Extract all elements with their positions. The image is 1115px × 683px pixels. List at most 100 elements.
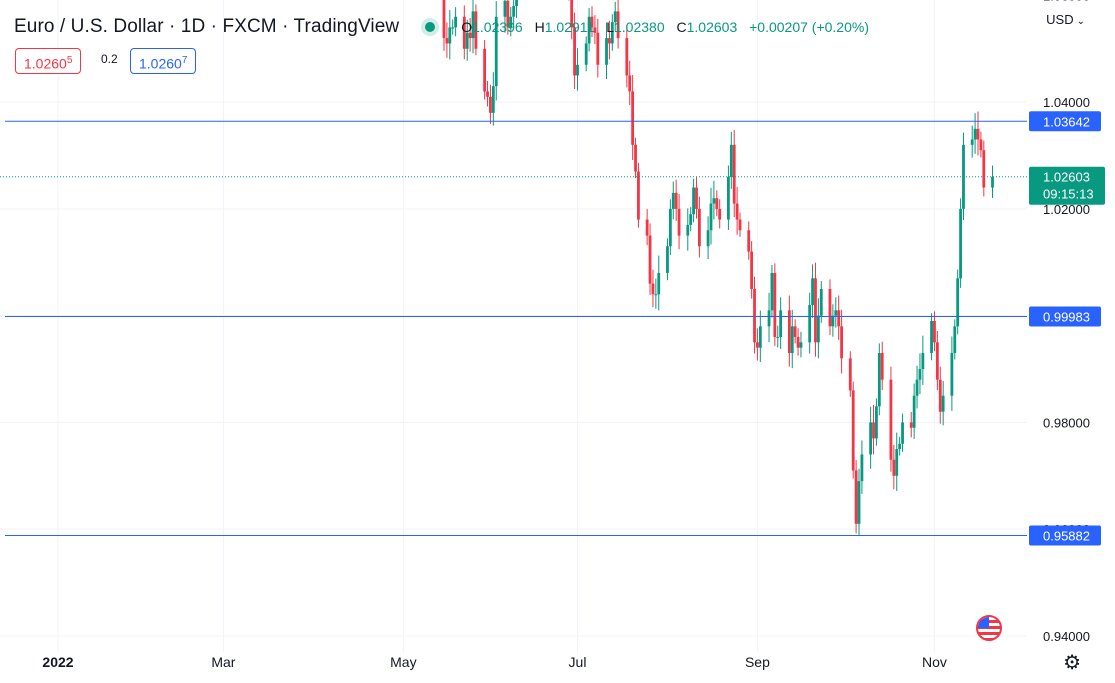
candle-body [631, 91, 635, 145]
candle-body [787, 310, 791, 354]
buy-button[interactable]: 1.02607 [130, 48, 197, 74]
candle-body [770, 272, 774, 311]
candle-body [648, 235, 652, 284]
candle-body [634, 144, 637, 172]
candle-body [793, 326, 797, 337]
candle-body [677, 208, 681, 236]
candle-body [753, 288, 756, 343]
time-axis-label: Jul [569, 654, 587, 670]
candle-body [875, 406, 878, 439]
candle-body [674, 192, 678, 209]
currency-label: USD [1046, 12, 1074, 27]
market-open-dot-icon [425, 22, 436, 32]
gear-icon[interactable]: ⚙ [1063, 652, 1081, 674]
candle-body [732, 144, 736, 204]
price-tick-label: 1.02000 [1043, 202, 1090, 217]
candle-body [465, 32, 469, 49]
candle-body [857, 481, 861, 524]
candle-body [973, 128, 977, 140]
candle-body [991, 176, 994, 188]
candle-body [471, 11, 475, 39]
candle-body [811, 278, 814, 305]
sell-button[interactable]: 1.02605 [15, 48, 82, 74]
open-value: 1.02396 [472, 19, 523, 35]
candle-body [877, 353, 881, 407]
ohlc-readout: O1.02396 H1.02911 L1.02380 C1.02603 +0.0… [461, 19, 869, 35]
candle-body [610, 22, 614, 44]
time-axis-label: Nov [922, 654, 947, 670]
candle-body [912, 395, 916, 428]
candle-body [503, 0, 507, 17]
candle-body [651, 283, 655, 295]
candle-body [666, 246, 669, 273]
candle-body [645, 219, 649, 236]
candle-body [593, 27, 597, 33]
price-tick-label: 0.98000 [1043, 415, 1090, 430]
candle-body [935, 342, 939, 380]
candle-body [587, 16, 591, 44]
candle-body [814, 278, 817, 343]
level-price-label: 0.99983 [1043, 310, 1090, 325]
candle-body [799, 342, 803, 348]
currency-selector[interactable]: USD ⌄ [1046, 12, 1085, 27]
candle-body [938, 379, 942, 412]
candle-body [718, 208, 722, 220]
candle-body [605, 38, 608, 65]
candle-body [898, 443, 902, 450]
candle-body [686, 224, 690, 236]
candle-body [468, 32, 472, 39]
candle-body [892, 459, 896, 476]
candle-body [584, 43, 588, 65]
open-label: O [461, 19, 473, 35]
candle-body [474, 11, 478, 49]
change-value: +0.00207 (+0.20%) [749, 19, 869, 35]
candle-body [941, 395, 945, 412]
close-label: C [676, 19, 687, 35]
candle-body [483, 48, 487, 92]
candle-body [697, 208, 701, 247]
candle-body [491, 86, 495, 113]
candle-body [970, 139, 974, 145]
spread-value: 0.2 [101, 52, 118, 66]
candle-body [837, 310, 841, 327]
candle-body [570, 0, 574, 28]
candle-body [930, 320, 933, 354]
close-value: 1.02603 [686, 19, 738, 35]
candle-body [758, 326, 762, 348]
candle-body [831, 315, 835, 327]
candle-body [918, 369, 922, 380]
candle-body [709, 203, 713, 231]
candle-body [909, 422, 913, 428]
candle-body [767, 310, 771, 327]
candle-body [608, 38, 611, 44]
candle-body [956, 278, 960, 327]
candle-body [506, 0, 510, 28]
candle-body [454, 16, 458, 28]
time-axis-label: May [390, 654, 416, 670]
candle-body [596, 32, 600, 65]
candle-body [625, 38, 629, 76]
low-value: 1.02380 [614, 19, 665, 35]
last-price-label: 1.02603 [1043, 170, 1090, 185]
candle-body [880, 353, 884, 380]
candle-body [735, 203, 739, 220]
candle-body [950, 353, 954, 396]
chevron-down-icon: ⌄ [1076, 16, 1085, 27]
candle-body [573, 27, 576, 76]
candle-body [834, 310, 838, 316]
candle-body [613, 11, 617, 23]
candle-body [869, 422, 873, 455]
high-label: H [534, 19, 545, 35]
candle-body [915, 379, 919, 396]
candle-body [921, 353, 925, 370]
chart-header: Euro / U.S. Dollar · 1D · FXCM · Trading… [14, 14, 869, 40]
high-value: 1.02911 [544, 19, 595, 35]
candle-body [448, 27, 452, 44]
price-tick-label: 1.04000 [1043, 95, 1090, 110]
candle-body [727, 176, 730, 220]
symbol-title[interactable]: Euro / U.S. Dollar · 1D · FXCM · Trading… [14, 16, 400, 37]
candle-body [445, 38, 449, 44]
level-price-label: 1.03642 [1043, 114, 1090, 129]
us-flag-icon[interactable] [976, 615, 1002, 641]
